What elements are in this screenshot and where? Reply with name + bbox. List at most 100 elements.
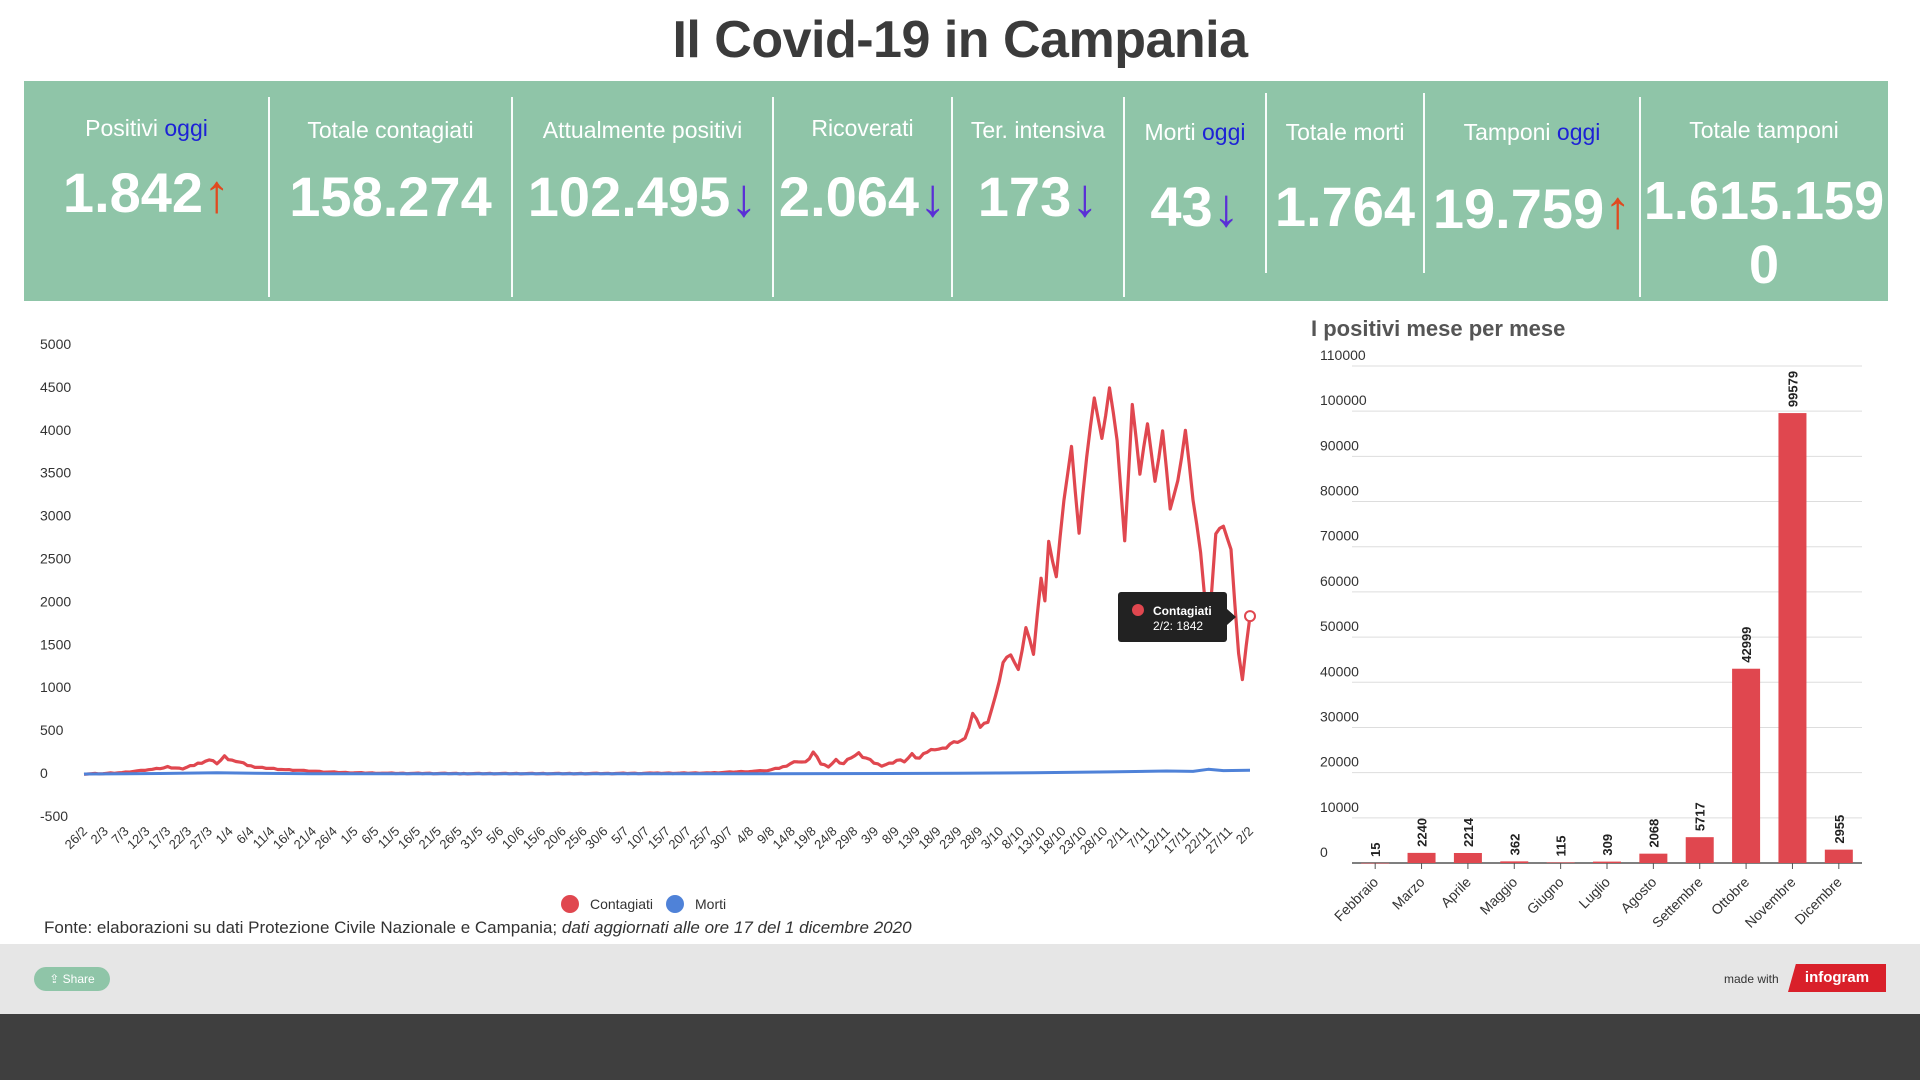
bar-chart-svg: 1100001000009000080000700006000050000400…: [1320, 347, 1862, 931]
legend-label-morti[interactable]: Morti: [695, 896, 726, 912]
arrow-up-icon: ↑: [203, 164, 231, 224]
kpi-value: 1.842↑: [24, 161, 269, 226]
bar-giugno[interactable]: [1546, 862, 1575, 863]
y-tick-label: 70000: [1320, 528, 1359, 544]
bar-value-label: 5717: [1693, 802, 1708, 831]
x-tick-label: Novembre: [1742, 874, 1799, 930]
kpi-value-text: 102.495: [527, 165, 731, 228]
y-tick-label: 10000: [1320, 799, 1359, 815]
kpi-value-text: 173: [977, 165, 1072, 228]
source-note: Fonte: elaborazioni su dati Protezione C…: [44, 918, 912, 938]
bar-dicembre[interactable]: [1824, 849, 1853, 863]
kpi-value: 43↓: [1124, 175, 1266, 240]
y-tick-label: 20000: [1320, 754, 1359, 770]
kpi-value: 1.615.159 0: [1640, 169, 1888, 297]
kpi-7: Tamponi oggi 19.759↑: [1424, 81, 1640, 301]
y-tick-label: 4500: [40, 379, 71, 395]
y-tick-label: 80000: [1320, 483, 1359, 499]
series-line-morti: [83, 767, 1251, 776]
y-tick-label: 1500: [40, 636, 71, 652]
x-tick-label: 29/8: [832, 824, 861, 853]
bar-chart[interactable]: 110000 100000 90000 80000 70000 60000 50000 400…: [1300, 310, 1920, 931]
tooltip-box: [1118, 592, 1227, 642]
x-tick-label: 2/3: [88, 824, 111, 847]
bar-value-label: 2214: [1461, 817, 1476, 847]
y-tick-label: 2500: [40, 551, 71, 567]
kpi-label: Tamponi oggi: [1424, 119, 1640, 146]
kpi-divider: [268, 97, 270, 297]
bar-value-label: 2068: [1646, 819, 1661, 848]
y-tick-label: 1000: [40, 679, 71, 695]
x-tick-label: Maggio: [1477, 874, 1521, 918]
y-tick-label: 40000: [1320, 663, 1359, 679]
source-text: Fonte: elaborazioni su dati Protezione C…: [44, 918, 562, 937]
bar-agosto[interactable]: [1639, 853, 1668, 863]
tooltip-pointer: [1227, 609, 1236, 625]
kpi-5: Morti oggi 43↓: [1124, 81, 1266, 301]
footer-bar: [0, 944, 1920, 1014]
bottom-dark-bar: [0, 1014, 1920, 1080]
kpi-value: 1.764: [1266, 175, 1424, 239]
kpi-value-text: 43: [1150, 175, 1213, 238]
kpi-label-text: Morti: [1144, 119, 1196, 145]
x-tick-label: 30/7: [707, 824, 736, 853]
bar-marzo[interactable]: [1407, 852, 1436, 863]
tooltip-color-dot: [1132, 604, 1144, 616]
kpi-value-text: 158.274: [289, 165, 492, 228]
x-tick-label: 1/4: [212, 824, 235, 847]
x-tick-label: 2/2: [1233, 824, 1256, 847]
kpi-divider: [1423, 93, 1425, 273]
x-tick-label: Agosto: [1617, 874, 1659, 916]
kpi-value: 102.495↓: [512, 165, 773, 230]
kpi-8: Totale tamponi 1.615.159 0: [1640, 81, 1888, 301]
y-tick-label: 110000: [1320, 347, 1366, 363]
x-tick-label: 26/2: [62, 824, 91, 853]
share-button[interactable]: ⇪ Share: [34, 967, 110, 991]
kpi-divider: [951, 97, 953, 297]
bar-novembre[interactable]: [1778, 413, 1807, 863]
x-tick-label: 26/4: [311, 824, 340, 853]
bar-ottobre[interactable]: [1732, 668, 1761, 863]
bar-luglio[interactable]: [1593, 861, 1621, 863]
y-tick-label: 500: [40, 722, 64, 738]
kpi-divider: [772, 97, 774, 297]
bar-aprile[interactable]: [1453, 852, 1482, 863]
x-tick-label: Marzo: [1389, 874, 1428, 913]
arrow-down-icon: ↓: [1212, 178, 1240, 238]
x-tick-label: Febbraio: [1331, 874, 1382, 925]
legend-label-contagiati[interactable]: Contagiati: [590, 896, 653, 912]
x-tick-label: 31/5: [457, 824, 486, 853]
kpi-banner: Positivi oggi 1.842↑ Totale contagiati 158.…: [24, 81, 1888, 301]
kpi-value-text: 19.759: [1432, 177, 1605, 240]
kpi-label-text: Attualmente positivi: [542, 117, 743, 143]
y-tick-label: 5000: [40, 336, 71, 352]
bar-settembre[interactable]: [1685, 837, 1714, 863]
made-with-text: made with: [1724, 972, 1779, 986]
arrow-down-icon: ↓: [919, 168, 947, 228]
kpi-label-text: Totale morti: [1285, 119, 1405, 145]
kpi-label: Positivi oggi: [24, 115, 269, 142]
arrow-down-icon: ↓: [1071, 168, 1099, 228]
kpi-value-text: 1.842: [62, 161, 204, 224]
kpi-label: Ricoverati: [773, 115, 952, 142]
tooltip-value: 2/2: 1842: [1153, 619, 1203, 633]
page-title: Il Covid-19 in Campania: [672, 11, 1248, 69]
legend-marker-morti[interactable]: [666, 895, 684, 913]
y-tick-label: 60000: [1320, 573, 1359, 589]
arrow-up-icon: ↑: [1604, 180, 1632, 240]
line-chart-svg: 5000450040003500300025002000150010005000…: [40, 336, 1256, 913]
bar-maggio[interactable]: [1500, 861, 1529, 863]
y-tick-label: 90000: [1320, 437, 1359, 453]
kpi-0: Positivi oggi 1.842↑: [24, 81, 269, 301]
kpi-label-text: Ricoverati: [811, 115, 914, 141]
line-chart[interactable]: 5000 4500 4000 3500 3000 2500 2000 1500 1000 500 0…: [0, 310, 1290, 930]
legend-marker-contagiati[interactable]: [561, 895, 579, 913]
kpi-label: Morti oggi: [1124, 119, 1266, 146]
y-tick-label: 30000: [1320, 708, 1359, 724]
x-tick-label: 30/6: [582, 824, 611, 853]
infogram-logo[interactable]: infogram: [1788, 964, 1886, 992]
arrow-down-icon: ↓: [730, 168, 758, 228]
kpi-label-highlight: oggi: [164, 115, 208, 141]
kpi-label: Totale tamponi: [1640, 117, 1888, 144]
y-tick-label: 2000: [40, 593, 71, 609]
